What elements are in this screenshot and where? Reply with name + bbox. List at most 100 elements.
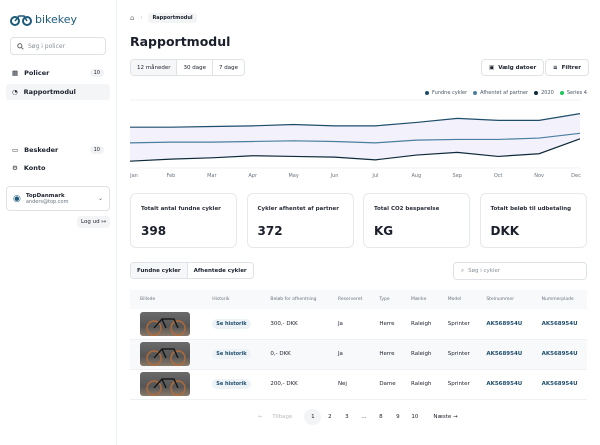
table-tabs: Fundne cykler Afhentede cykler <box>130 262 254 279</box>
column-header: Mærke <box>401 290 438 309</box>
count-badge: 10 <box>89 146 104 154</box>
x-tick-label: Oct <box>494 173 503 179</box>
history-cell: Se historik <box>202 309 261 340</box>
page-title: Rapportmodul <box>130 34 231 49</box>
search-icon: ⌕ <box>461 267 465 274</box>
user-email: anders@top.com <box>25 198 69 205</box>
table-cell: Raleigh <box>401 309 438 340</box>
home-icon[interactable]: ⌂ <box>130 14 135 22</box>
page-button: ... <box>361 414 367 420</box>
table-cell: Ja <box>327 309 370 340</box>
line-chart: Jan Feb Mar Apr May Jun Jul Aug Sep Oct Nov Dec <box>129 99 581 179</box>
page-button[interactable]: 8 <box>379 414 383 420</box>
table-cell[interactable]: AK568954U <box>476 339 532 370</box>
page-button[interactable]: 1 <box>304 409 322 425</box>
stat-title: Total CO2 besparelse <box>374 206 440 212</box>
bike-image-cell <box>130 339 203 370</box>
table-cell[interactable]: AK568954U <box>476 309 532 340</box>
tab-collected-bikes[interactable]: Afhentede cykler <box>193 267 247 274</box>
see-history-button[interactable]: Se historik <box>212 318 251 329</box>
legend-label: 2020 <box>541 90 554 96</box>
tab-30-days[interactable]: 30 dage <box>177 60 213 75</box>
legend-label: Afhentet af partner <box>480 90 529 96</box>
logo[interactable]: bikekey <box>10 13 77 26</box>
see-history-button[interactable]: Se historik <box>212 379 251 389</box>
x-tick-label: Dec <box>571 173 581 179</box>
table-row[interactable]: Se historik 300,- DKK Ja Herre Raleigh Sprint… <box>130 309 587 340</box>
x-tick-label: Jun <box>330 173 339 179</box>
bikes-table: Billede Historik Beløb for afhentning Reser… <box>130 290 587 400</box>
bike-photo <box>140 342 190 366</box>
chart-icon: ◔ <box>12 88 18 96</box>
table-cell: 300,- DKK <box>260 309 328 340</box>
grid-icon: ▦ <box>12 69 19 77</box>
page-button[interactable]: 10 <box>411 414 419 420</box>
stat-title: Totalt antal fundne cykler <box>141 206 221 212</box>
see-history-button[interactable]: Se historik <box>212 349 251 359</box>
x-tick-label: Sep <box>453 173 462 179</box>
filter-button[interactable]: ≡ Filtrer <box>545 59 589 76</box>
bike-search-input[interactable]: ⌕ Søg i cykler <box>453 262 587 280</box>
tab-found-bikes[interactable]: Fundne cykler <box>131 263 188 278</box>
search-icon <box>17 42 24 50</box>
series-line-0 <box>130 113 581 128</box>
x-tick-label: Jan <box>129 173 138 179</box>
page-button[interactable]: 9 <box>396 414 400 420</box>
table-cell: Sprinter <box>437 369 477 400</box>
page-button[interactable]: 3 <box>345 414 349 420</box>
breadcrumb-current: Rapportmodul <box>148 13 197 23</box>
select-dates-button[interactable]: ▣ Vælg datoer <box>481 59 545 76</box>
table-cell: Ja <box>327 339 370 370</box>
sidebar-item-rapportmodul[interactable]: ◔ Rapportmodul <box>6 84 110 100</box>
column-header: Stelnummer <box>476 290 532 309</box>
brand-name: bikekey <box>35 13 78 26</box>
x-tick-label: Feb <box>166 173 175 179</box>
tab-12-months[interactable]: 12 måneder <box>131 60 178 75</box>
sidebar: bikekey Søg i policer ▦ Policer 10 ◔ Rappor… <box>0 0 117 445</box>
table-row[interactable]: Se historik 0,- DKK Ja Herre Raleigh Sprinter… <box>130 339 587 370</box>
stat-value: DKK <box>490 224 520 238</box>
policy-search-input[interactable]: Søg i policer <box>10 37 106 55</box>
nav-label: Rapportmodul <box>23 88 76 96</box>
chart-legend: Fundne cykler Afhentet af partner 2020 S… <box>425 90 587 96</box>
range-tabs: 12 måneder 30 dage 7 dage <box>130 59 245 76</box>
page-button[interactable]: 2 <box>328 414 332 420</box>
message-icon: ▭ <box>12 146 19 154</box>
logout-button[interactable]: Log ud ↦ <box>77 216 110 228</box>
table-cell: Nej <box>327 369 370 400</box>
sidebar-item-beskeder[interactable]: ▭ Beskeder 10 <box>6 142 110 158</box>
table-cell[interactable]: AK568954U <box>476 369 532 400</box>
table-row[interactable]: Se historik 200,- DKK Nej Dame Raleigh Sprint… <box>130 369 587 400</box>
table-cell[interactable]: AK568954U <box>531 309 587 340</box>
table-cell[interactable]: AK568954U <box>531 339 587 370</box>
series-line-1 <box>129 132 581 144</box>
next-label: Næste <box>433 414 452 420</box>
stat-card: Totalt beløb til udbetaling DKK <box>479 193 587 248</box>
count-badge: 10 <box>89 69 104 77</box>
sidebar-item-policer[interactable]: ▦ Policer 10 <box>6 65 110 81</box>
column-header: Beløb for afhentning <box>260 290 328 309</box>
table-cell: Herre <box>369 309 402 340</box>
chevron-right-icon: › <box>140 15 143 21</box>
table-cell: Dame <box>369 369 402 400</box>
column-header: Type <box>369 290 402 309</box>
bike-image-cell <box>130 309 203 340</box>
chart-band-area <box>130 113 580 162</box>
button-label: Vælg datoer <box>498 64 537 71</box>
tab-7-days[interactable]: 7 dage <box>218 64 238 71</box>
prev-page-button[interactable]: ← Tilbage <box>258 409 304 425</box>
legend-item: Series 4 <box>559 90 587 96</box>
next-page-button[interactable]: Næste → <box>423 409 457 425</box>
table-cell[interactable]: AK568954U <box>531 369 587 400</box>
column-header: Nummerplade <box>531 290 587 309</box>
table-cell: Herre <box>369 339 402 370</box>
sidebar-item-konto[interactable]: ⚙ Konto <box>6 160 110 176</box>
account-switcher[interactable]: ◉ TopDanmark anders@top.com ⌄ <box>6 186 110 211</box>
bike-image-cell <box>130 369 203 400</box>
history-cell: Se historik <box>202 339 261 370</box>
logout-label: Log ud <box>81 219 100 225</box>
x-tick-label: Nov <box>534 173 544 179</box>
legend-label: Series 4 <box>566 90 587 96</box>
table-cell: Raleigh <box>401 339 438 370</box>
legend-dot <box>425 90 430 95</box>
